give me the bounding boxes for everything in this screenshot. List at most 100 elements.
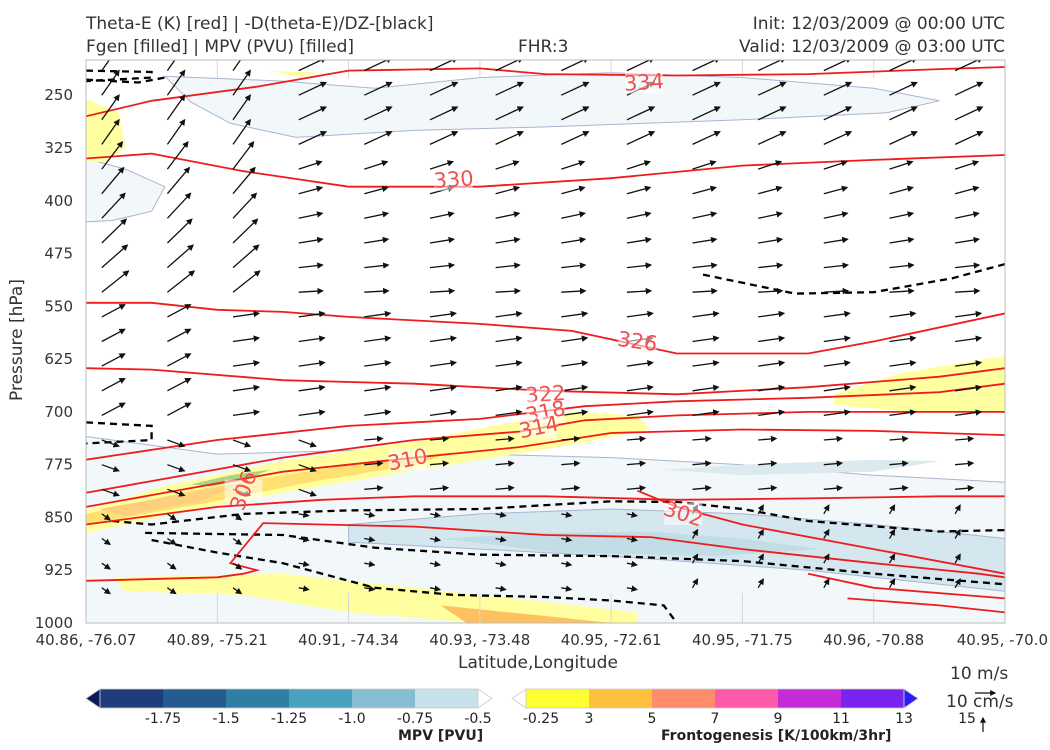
wind-vector bbox=[954, 528, 961, 539]
wind-vector bbox=[495, 536, 507, 543]
wind-vector bbox=[298, 439, 317, 448]
wind-vector bbox=[954, 236, 981, 244]
wind-vector bbox=[232, 192, 258, 219]
x-tick-label: 40.95, -70.0 bbox=[957, 631, 1048, 649]
header-title-line1: Theta-E (K) [red] | -D(theta-E)/DZ-[blac… bbox=[86, 14, 434, 34]
fgen-colorbar-segment bbox=[715, 689, 779, 708]
wind-vector bbox=[429, 131, 459, 145]
wind-vector bbox=[955, 409, 983, 417]
wind-vector bbox=[561, 160, 586, 170]
wind-vector bbox=[692, 160, 717, 170]
wind-vector bbox=[429, 560, 442, 568]
wind-vector bbox=[692, 484, 712, 492]
wind-vector bbox=[429, 236, 455, 244]
theta-e-contour-label-326: 326 bbox=[616, 327, 659, 356]
wind-vector bbox=[101, 402, 126, 416]
dtheta-e-dz-dashed-contour bbox=[86, 69, 153, 83]
wind-vector bbox=[166, 60, 176, 71]
fgen-colorbar-segment bbox=[589, 689, 653, 708]
x-tick-label: 40.95, -72.61 bbox=[561, 631, 662, 649]
wind-vector bbox=[955, 460, 975, 467]
wind-vector bbox=[758, 384, 786, 392]
wind-vector bbox=[758, 460, 778, 467]
contour-label-bg bbox=[526, 383, 565, 406]
wind-vector bbox=[298, 236, 324, 244]
wind-vector bbox=[495, 384, 523, 392]
wind-vector bbox=[823, 460, 844, 467]
wind-vector bbox=[626, 511, 638, 518]
wind-vector bbox=[889, 310, 917, 318]
wind-vector bbox=[429, 360, 457, 367]
mpv-colorbar-extend-high bbox=[477, 688, 493, 709]
mpv-colorbar-tick: -1.25 bbox=[271, 711, 307, 727]
wind-vector bbox=[561, 511, 573, 518]
x-tick-label: 40.91, -74.34 bbox=[298, 631, 399, 649]
wind-vector bbox=[364, 511, 376, 518]
theta-e-contour-326 bbox=[86, 301, 1005, 355]
wind-vector bbox=[626, 384, 654, 392]
mpv-colorbar-segment bbox=[289, 689, 353, 708]
wind-vector bbox=[626, 262, 653, 269]
wind-vector bbox=[495, 511, 507, 518]
wind-vector bbox=[889, 185, 914, 195]
mpv-colorbar-tick: -0.75 bbox=[397, 711, 433, 727]
wind-vector bbox=[166, 270, 196, 293]
wind-vector bbox=[101, 513, 111, 521]
wind-vector bbox=[823, 484, 844, 492]
wind-vector bbox=[954, 553, 961, 564]
contour-label-bg bbox=[388, 448, 427, 471]
wind-vector bbox=[232, 140, 255, 170]
wind-vector bbox=[692, 409, 720, 417]
wind-vector bbox=[364, 484, 384, 492]
wind-vector bbox=[561, 409, 589, 417]
wind-vector bbox=[626, 185, 652, 195]
wind-vector bbox=[232, 118, 251, 145]
wind-vector bbox=[823, 578, 830, 589]
fgen-colorbar-tick: 7 bbox=[711, 711, 720, 727]
wind-vector bbox=[758, 287, 784, 295]
fgen-low-orange bbox=[440, 605, 612, 623]
colorbars: -1.75 -1.5 -1.25 -1.0 -0.75 -0.5 -0.25 3 5 7 9 11 13… bbox=[85, 688, 976, 727]
wind-vector bbox=[889, 131, 918, 145]
wind-vector bbox=[626, 211, 652, 219]
x-tick-label: 40.93, -73.48 bbox=[429, 631, 530, 649]
wind-vector bbox=[495, 310, 523, 318]
wind-vector bbox=[101, 562, 111, 570]
wind-vector bbox=[429, 287, 456, 295]
wind-vector bbox=[561, 106, 590, 121]
wind-vector bbox=[561, 484, 581, 492]
dtheta-e-dz-dashed-contour bbox=[145, 531, 1005, 586]
vector-scale-horizontal-label: 10 m/s bbox=[950, 664, 1009, 684]
wind-vector bbox=[298, 488, 317, 497]
wind-vector bbox=[757, 131, 787, 145]
wind-vectors bbox=[101, 60, 984, 595]
mpv-colorbar-extend-low bbox=[85, 688, 101, 709]
wind-vector bbox=[166, 94, 186, 121]
fgen-colorbar-segment bbox=[841, 689, 905, 708]
wind-vector bbox=[823, 553, 830, 564]
wind-vector bbox=[232, 69, 251, 96]
wind-vector bbox=[298, 106, 328, 121]
wind-vector bbox=[298, 464, 317, 473]
dtheta-e-dz-dashed-contour bbox=[151, 538, 678, 623]
wind-vector bbox=[626, 460, 647, 467]
wind-vector bbox=[166, 244, 194, 269]
wind-vector bbox=[954, 106, 984, 121]
wind-vector bbox=[429, 585, 442, 592]
vector-scale-arrows bbox=[975, 690, 997, 732]
y-tick-label-850: 850 bbox=[44, 508, 73, 526]
wind-vector bbox=[889, 409, 917, 417]
wind-vector bbox=[495, 236, 521, 244]
wind-vector bbox=[101, 439, 120, 448]
wind-vector bbox=[626, 236, 652, 244]
wind-vector bbox=[364, 287, 390, 295]
wind-vector bbox=[955, 287, 981, 295]
theta-e-contour-label-330: 330 bbox=[433, 166, 475, 193]
wind-vector bbox=[823, 262, 849, 269]
wind-vector bbox=[626, 160, 651, 170]
wind-vector bbox=[823, 435, 844, 443]
wind-vector bbox=[298, 262, 324, 269]
fgen-colorbar-tick: 13 bbox=[895, 711, 913, 727]
wind-vector bbox=[692, 131, 721, 145]
